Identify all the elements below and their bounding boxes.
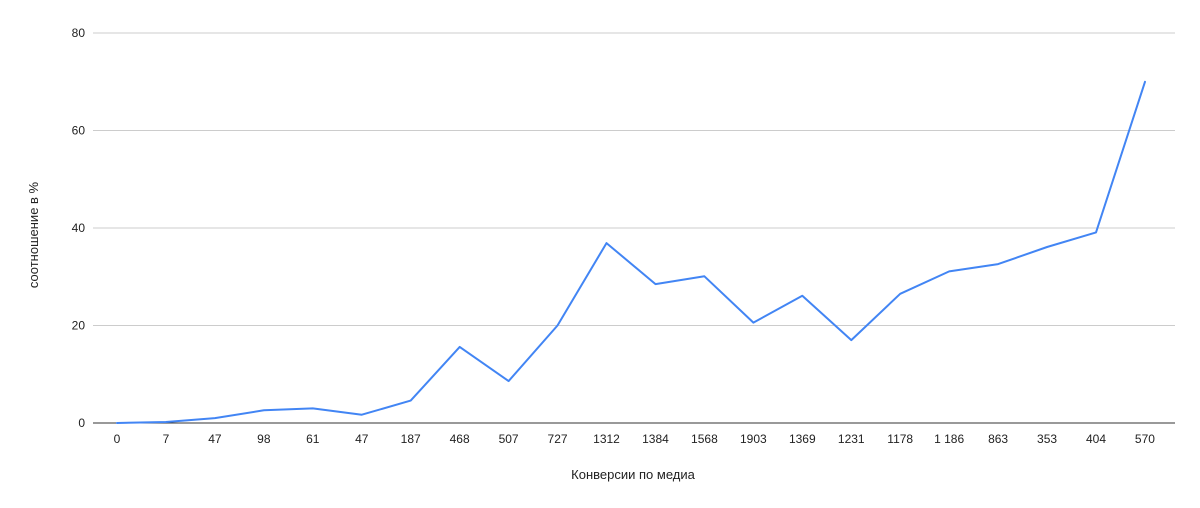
x-tick-label: 1178 (887, 432, 913, 446)
x-tick-label: 507 (499, 432, 519, 446)
series-group (116, 80, 1146, 424)
x-tick-label: 7 (163, 432, 170, 446)
x-tick-label: 468 (450, 432, 470, 446)
x-tick-label: 47 (355, 432, 369, 446)
y-tick-label: 80 (72, 26, 86, 40)
x-tick-label: 1903 (740, 432, 767, 446)
x-tick-label: 404 (1086, 432, 1106, 446)
x-tick-label: 0 (114, 432, 121, 446)
y-tick-label: 20 (72, 319, 86, 333)
x-tick-label: 863 (988, 432, 1008, 446)
gridlines (93, 32, 1175, 424)
x-axis-ticks: 0 7 47 98 61 47 187 468 507 727 1312 1384 1568 1903 13… (114, 432, 1156, 446)
series-line (116, 80, 1146, 424)
x-tick-label: 187 (401, 432, 421, 446)
y-axis-title: соотношение в % (26, 181, 41, 288)
x-tick-label: 570 (1135, 432, 1155, 446)
y-tick-label: 0 (78, 416, 85, 430)
x-axis-title: Конверсии по медиа (571, 467, 695, 482)
x-tick-label: 61 (306, 432, 320, 446)
x-tick-label: 1568 (691, 432, 718, 446)
y-tick-label: 60 (72, 124, 86, 138)
x-tick-label: 1369 (789, 432, 816, 446)
y-tick-label: 40 (72, 221, 86, 235)
x-tick-label: 353 (1037, 432, 1057, 446)
x-tick-label: 47 (208, 432, 222, 446)
x-tick-label: 727 (548, 432, 568, 446)
x-tick-label: 98 (257, 432, 271, 446)
x-tick-label: 1312 (593, 432, 620, 446)
x-tick-label: 1 186 (934, 432, 964, 446)
x-tick-label: 1231 (838, 432, 865, 446)
x-tick-label: 1384 (642, 432, 669, 446)
y-axis-ticks: 0 20 40 60 80 (72, 26, 86, 430)
